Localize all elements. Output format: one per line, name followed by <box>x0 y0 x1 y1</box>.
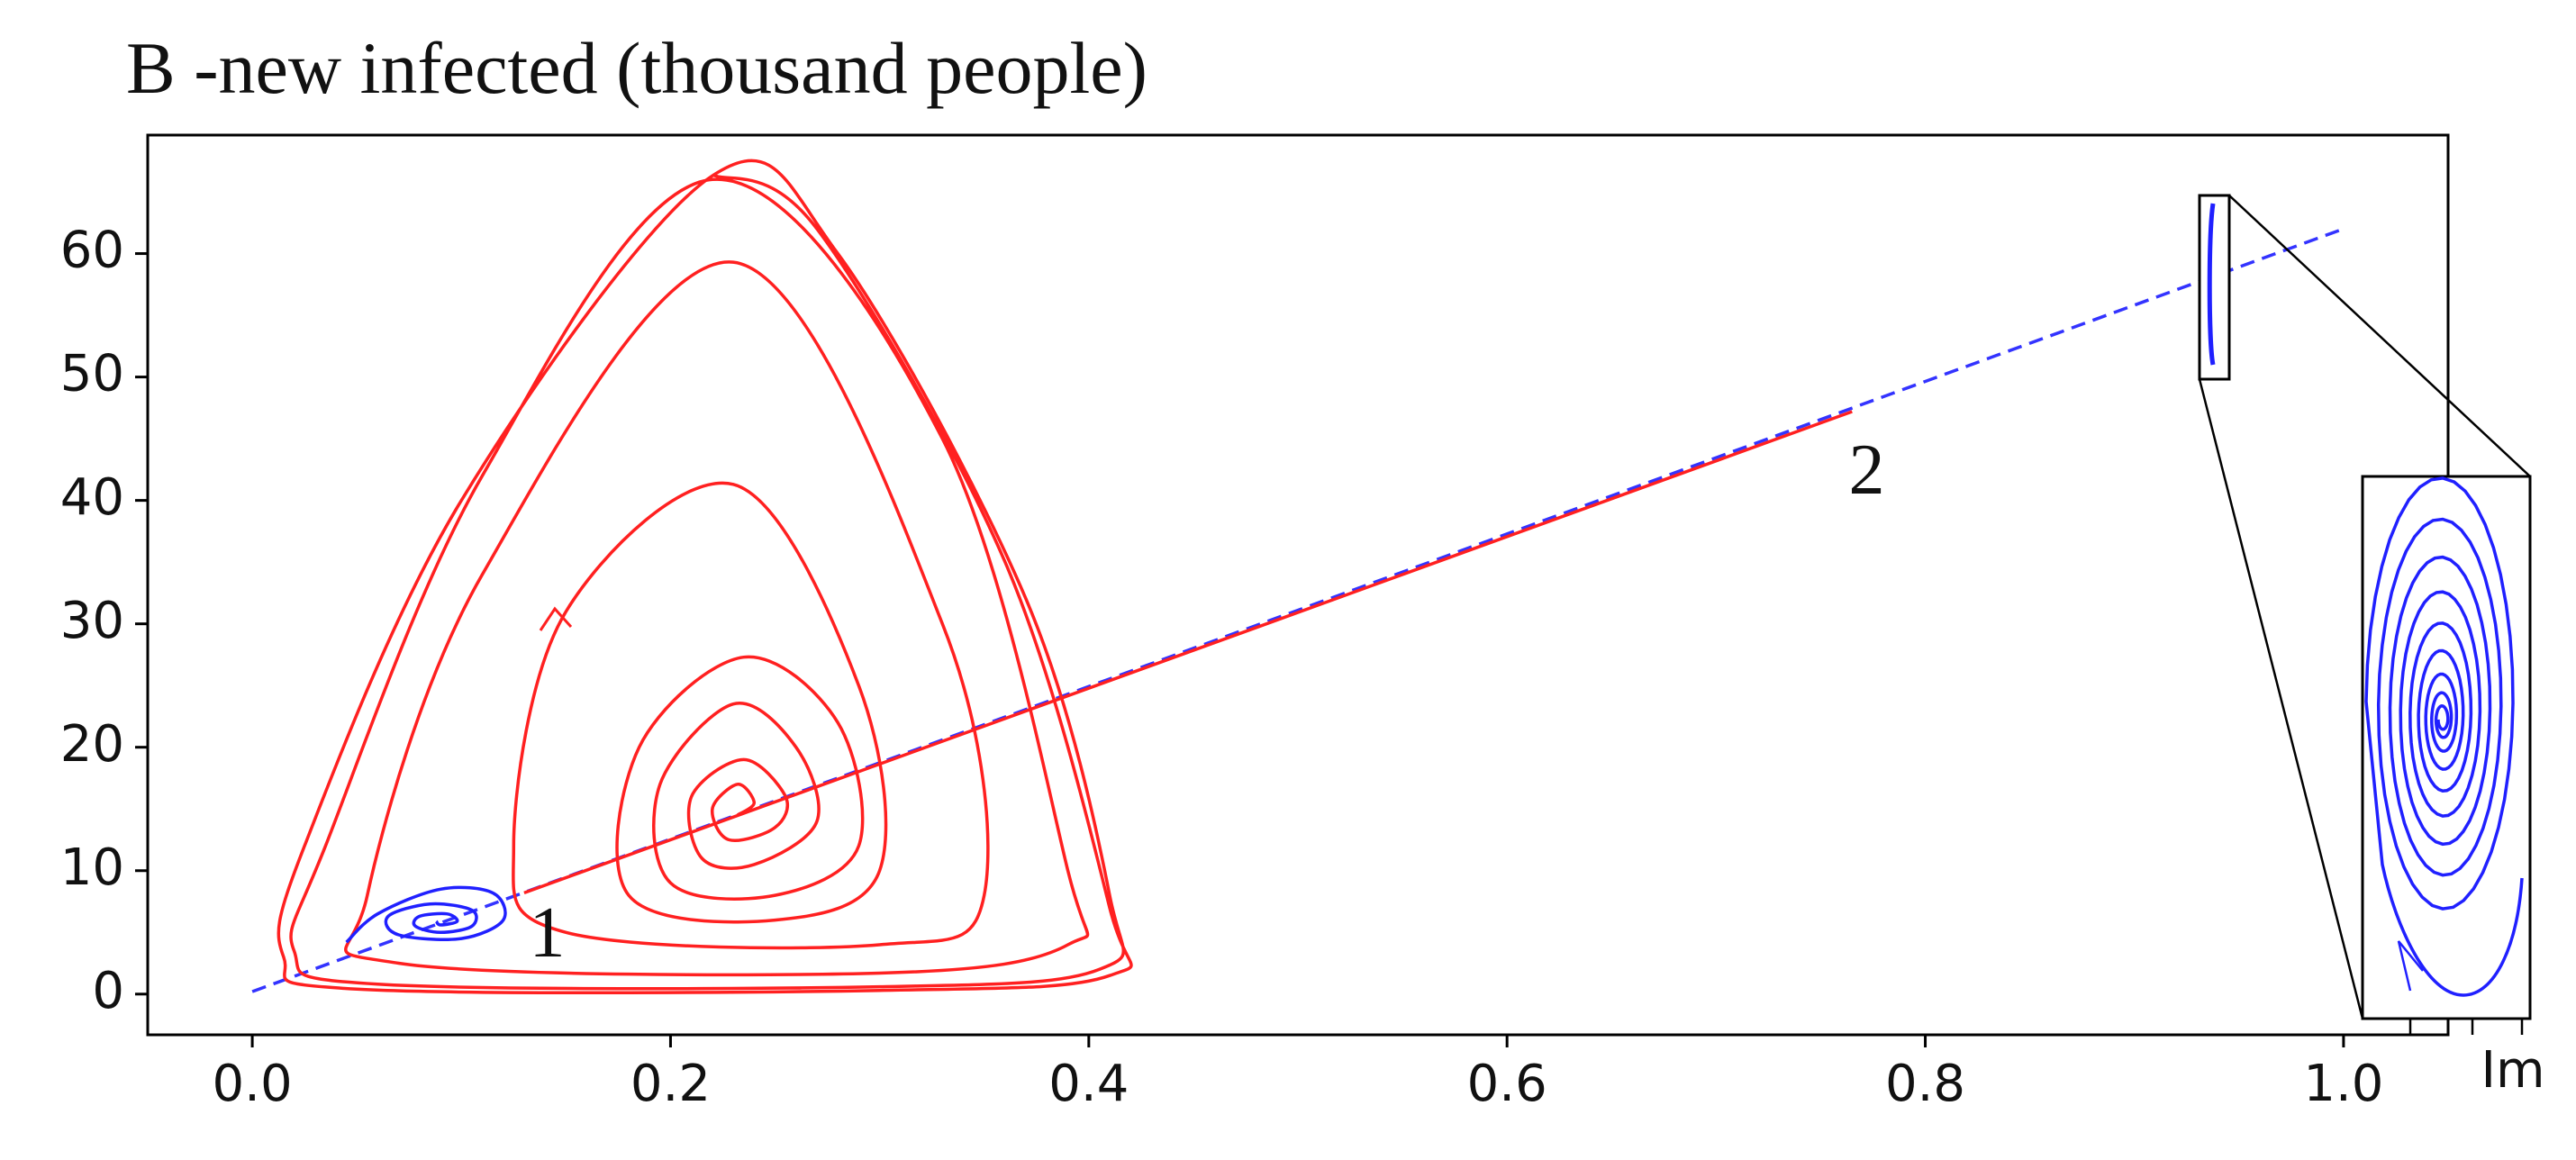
zoom-arrow <box>2397 940 2424 992</box>
y-tick-label: 20 <box>60 715 124 774</box>
x-tick-label: 1.0 <box>2303 1055 2383 1113</box>
x-tick-label: 0.8 <box>1885 1055 1965 1113</box>
x-tick-label: 0.6 <box>1467 1055 1547 1113</box>
y-tick-label: 40 <box>60 468 124 527</box>
axes-frame <box>146 133 2450 1037</box>
x-axis-label: Im <box>2481 1041 2544 1100</box>
chart-title: В -new infected (thousand people) <box>126 27 1147 109</box>
direction-arrow <box>539 606 573 631</box>
x-tick-label: 0.2 <box>630 1055 711 1113</box>
plot-area <box>251 159 2345 995</box>
series-line <box>345 885 507 944</box>
annotation: 2 <box>1849 430 1885 510</box>
zoom-inset <box>2198 194 2532 1035</box>
zoom-source-curve <box>2207 203 2216 366</box>
y-tick-label: 0 <box>92 962 124 1020</box>
x-tick-label: 0.4 <box>1048 1055 1129 1113</box>
y-tick-label: 50 <box>60 345 124 403</box>
series-line <box>277 159 1133 995</box>
annotation: 1 <box>529 893 565 973</box>
zoom-connector <box>2198 378 2364 1020</box>
x-tick-label: 0.0 <box>213 1055 293 1113</box>
zoom-curve <box>2364 476 2524 997</box>
y-tick-label: 60 <box>60 222 124 280</box>
y-tick-label: 10 <box>60 838 124 897</box>
zoom-connector <box>2228 195 2531 477</box>
y-tick-label: 30 <box>60 592 124 650</box>
zoom-source <box>2198 194 2231 381</box>
